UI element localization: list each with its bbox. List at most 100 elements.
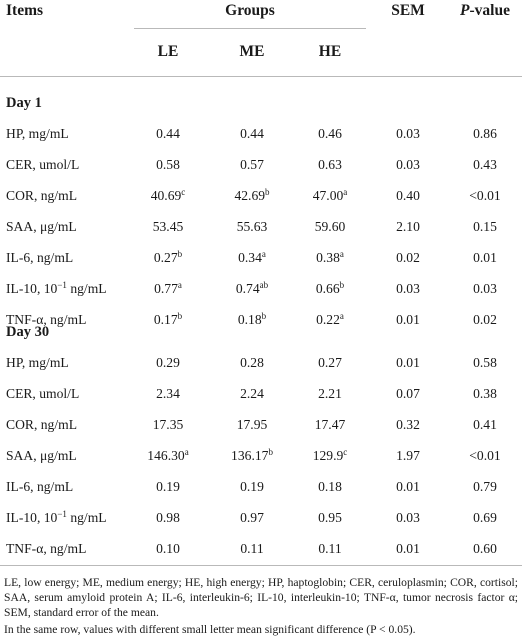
cell-he: 59.60 — [290, 216, 370, 238]
cell-value: 0.77 — [154, 281, 178, 296]
significance-letter: a — [343, 187, 348, 197]
row-label-text: IL-10, 10 — [6, 281, 58, 296]
significance-letter: b — [265, 187, 270, 197]
cell-le: 0.27b — [128, 247, 208, 269]
cell-me: 136.17b — [212, 445, 292, 467]
row-label: IL-6, ng/mL — [6, 250, 74, 265]
cell-value: 0.74 — [235, 281, 260, 296]
cell-me: 0.34a — [212, 247, 292, 269]
cell-le: 0.77a — [128, 278, 208, 300]
cell-me: 0.97 — [212, 507, 292, 529]
cell-p-value: 0.79 — [473, 479, 497, 494]
row-label: TNF-α, ng/mL — [6, 312, 87, 327]
header-p-suffix: -value — [469, 2, 510, 19]
cell-he: 17.47 — [290, 414, 370, 436]
cell-sem: 0.03 — [396, 510, 420, 525]
row-label: SAA, μg/mL — [6, 219, 77, 234]
cell-he: 0.95 — [290, 507, 370, 529]
cell-p-value: 0.69 — [473, 510, 497, 525]
significance-letter: b — [261, 311, 267, 321]
cell-me: 17.95 — [212, 414, 292, 436]
table-row: TNF-α, ng/mL 0.10 0.11 0.11 0.01 0.60 — [0, 538, 522, 560]
significance-letter: c — [181, 187, 186, 197]
cell-p-value: 0.01 — [473, 250, 497, 265]
table-row: HP, mg/mL 0.44 0.44 0.46 0.03 0.86 — [0, 123, 522, 145]
table-row: CER, umol/L 0.58 0.57 0.63 0.03 0.43 — [0, 154, 522, 176]
cell-p-value: 0.15 — [473, 219, 497, 234]
cell-he: 0.11 — [290, 538, 370, 560]
significance-letter: b — [177, 311, 183, 321]
cell-he: 0.22a — [290, 309, 370, 331]
row-label-exponent: −1 — [57, 280, 67, 290]
cell-me: 42.69b — [212, 185, 292, 207]
significance-letter: a — [261, 249, 266, 259]
cell-value: 0.66 — [315, 281, 340, 296]
cell-le: 0.98 — [128, 507, 208, 529]
cell-p-value: 0.38 — [473, 386, 497, 401]
cell-p-value: 0.02 — [473, 312, 497, 327]
cell-value: 2.34 — [156, 386, 180, 401]
cell-p-value: <0.01 — [469, 448, 501, 463]
table-bottom-rule — [0, 565, 522, 566]
cell-value: 40.69 — [150, 188, 182, 203]
significance-letter: ab — [259, 280, 269, 290]
header-groups: Groups — [225, 2, 275, 19]
row-label-text: IL-10, 10 — [6, 510, 58, 525]
cell-value: 0.98 — [156, 510, 180, 525]
cell-p-value: 0.60 — [473, 541, 497, 556]
cell-sem: 0.07 — [396, 386, 420, 401]
cell-le: 0.44 — [128, 123, 208, 145]
significance-letter: a — [339, 249, 344, 259]
cell-value: 0.18 — [237, 312, 262, 327]
significance-letter: b — [268, 447, 273, 457]
cell-value: 0.38 — [316, 250, 340, 265]
cell-value: 146.30 — [147, 448, 185, 463]
cell-p-value: 0.41 — [473, 417, 497, 432]
header-p-letter: P — [460, 2, 470, 19]
row-label: IL-10, 10−1 ng/mL — [6, 507, 107, 529]
row-label: CER, umol/L — [6, 386, 80, 401]
section-title: Day 30 — [6, 324, 50, 340]
cell-value: 0.95 — [318, 510, 342, 525]
cell-me: 0.28 — [212, 352, 292, 374]
cell-me: 0.19 — [212, 476, 292, 498]
row-label-unit: ng/mL — [66, 510, 107, 525]
cell-sem: 0.03 — [396, 281, 420, 296]
cell-he: 129.9c — [290, 445, 370, 467]
cell-me: 2.24 — [212, 383, 292, 405]
cell-value: 2.21 — [318, 386, 342, 401]
cell-le: 0.17b — [128, 309, 208, 331]
cell-p-value: <0.01 — [469, 188, 501, 203]
cell-he: 2.21 — [290, 383, 370, 405]
row-label: CER, umol/L — [6, 157, 80, 172]
cell-le: 0.29 — [128, 352, 208, 374]
significance-letter: b — [339, 280, 345, 290]
cell-value: 17.47 — [314, 417, 346, 432]
cell-he: 0.66b — [290, 278, 370, 300]
header-items: Items — [6, 2, 44, 19]
row-label: HP, mg/mL — [6, 355, 69, 370]
cell-he: 0.46 — [290, 123, 370, 145]
cell-value: 17.35 — [152, 417, 184, 432]
cell-value: 0.17 — [153, 312, 178, 327]
significance-letter: a — [339, 311, 344, 321]
row-label: COR, ng/mL — [6, 417, 77, 432]
header-col-le: LE — [157, 43, 179, 60]
table-row: HP, mg/mL 0.29 0.28 0.27 0.01 0.58 — [0, 352, 522, 374]
header-col-he: HE — [318, 43, 342, 60]
cell-value: 0.63 — [318, 157, 342, 172]
cell-me: 0.44 — [212, 123, 292, 145]
cell-value: 0.58 — [156, 157, 180, 172]
cell-value: 0.19 — [156, 479, 180, 494]
cell-value: 0.57 — [240, 157, 264, 172]
cell-value: 17.95 — [236, 417, 268, 432]
cell-value: 42.69 — [234, 188, 266, 203]
cell-value: 0.10 — [156, 541, 180, 556]
cell-le: 146.30a — [128, 445, 208, 467]
cell-sem: 0.32 — [396, 417, 420, 432]
row-label: HP, mg/mL — [6, 126, 69, 141]
cell-sem: 0.01 — [396, 355, 420, 370]
row-label: IL-6, ng/mL — [6, 479, 74, 494]
section-title: Day 1 — [6, 95, 42, 111]
